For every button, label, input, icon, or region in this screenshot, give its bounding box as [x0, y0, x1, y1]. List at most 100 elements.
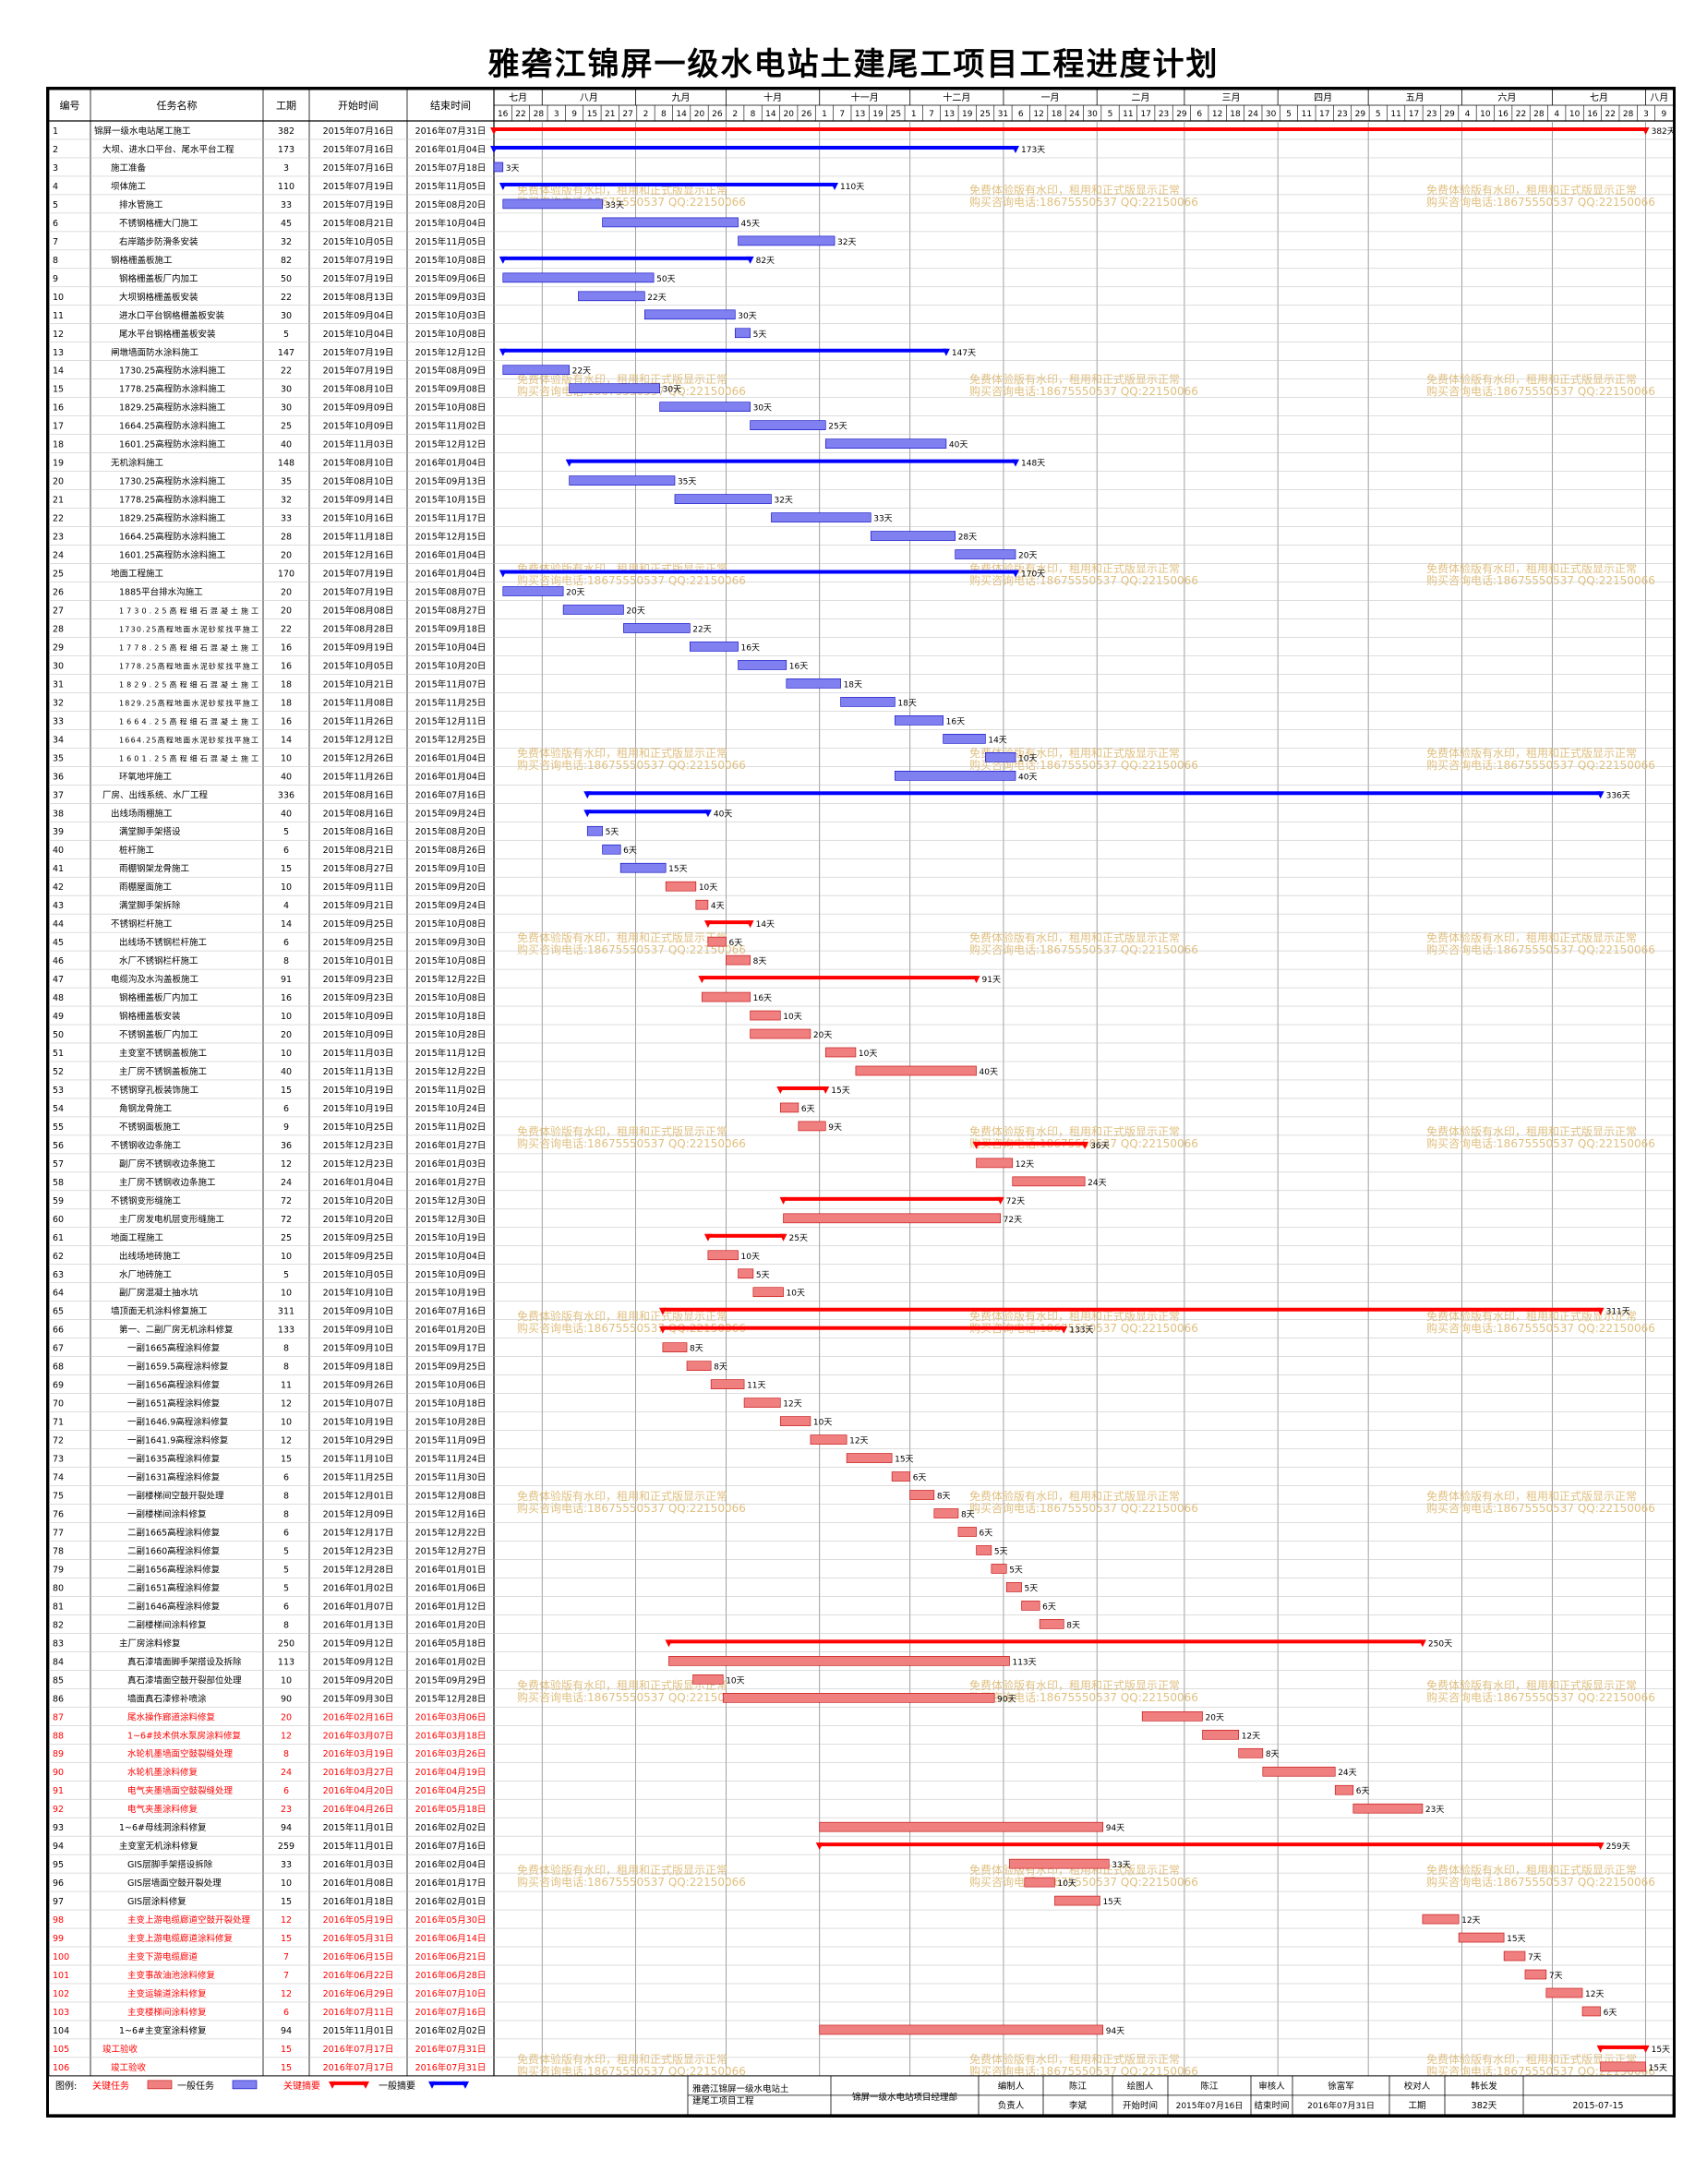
task-name: 环氧地坪施工: [119, 771, 173, 782]
task-duration: 72: [281, 1196, 292, 1206]
task-bar: [824, 1047, 857, 1058]
watermark-text: 免费体验版有水印，租用和正式版显示正常: [1426, 2052, 1637, 2066]
legend-critical-summary-marker: [329, 2081, 336, 2089]
task-id: 20: [53, 477, 64, 487]
day-label: 3: [554, 110, 559, 119]
footer-checker: 韩长发: [1471, 2081, 1497, 2092]
task-name: 桩杆施工: [119, 845, 155, 856]
task-name: 主变楼梯间涂料修复: [127, 2007, 207, 2018]
day-label: 21: [605, 110, 615, 119]
task-end: 2015年11月17日: [415, 513, 487, 524]
task-end: 2015年10月28日: [415, 1417, 487, 1428]
bar-label: 7天: [1528, 1953, 1542, 1962]
task-duration: 33: [281, 514, 292, 524]
task-name: 1778.25高程地面水泥砂浆找平施工: [119, 661, 258, 670]
bar-label: 8天: [1066, 1621, 1080, 1630]
day-label: 17: [1319, 110, 1329, 119]
task-id: 81: [53, 1602, 64, 1612]
bar-label: 10天: [787, 1290, 805, 1299]
task-name: 钢格栅盖板厂内加工: [119, 273, 198, 284]
summary-bar: [780, 1086, 826, 1090]
task-duration: 10: [281, 1252, 292, 1262]
task-end: 2016年01月27日: [415, 1177, 487, 1188]
task-id: 60: [53, 1215, 64, 1225]
task-end: 2015年09月25日: [415, 1362, 487, 1373]
task-bar: [502, 198, 603, 210]
bar-label: 5天: [606, 828, 619, 837]
task-duration: 24: [281, 1178, 292, 1188]
task-duration: 110: [278, 182, 295, 192]
task-id: 25: [53, 570, 64, 580]
task-start: 2015年09月18日: [323, 1362, 394, 1373]
task-end: 2015年12月27日: [415, 1545, 487, 1556]
task-bar: [493, 162, 504, 173]
task-id: 55: [53, 1122, 64, 1133]
task-name: 钢格栅盖板安装: [119, 1011, 181, 1022]
task-bar: [619, 862, 667, 873]
task-id: 30: [53, 661, 64, 671]
task-end: 2016年04月25日: [415, 1785, 487, 1796]
task-start: 2015年07月19日: [323, 587, 394, 598]
task-name: 1664.25高程防水涂料施工: [119, 421, 226, 432]
bar-label: 8天: [690, 1345, 703, 1354]
task-start: 2016年02月16日: [323, 1711, 394, 1722]
task-end: 2016年02月02日: [415, 2025, 487, 2036]
task-name: 锦屏一级水电站尾工施工: [94, 126, 191, 137]
task-duration: 30: [281, 311, 292, 321]
summary-start-marker: [658, 1326, 667, 1334]
task-name: 第一、二副厂房无机涂料修复: [119, 1325, 234, 1336]
task-duration: 22: [281, 624, 292, 634]
day-label: 28: [534, 110, 545, 119]
watermark-text: 购买咨询电话:18675550537 QQ:22150066: [1426, 573, 1655, 587]
summary-start-marker: [499, 182, 507, 190]
task-id: 92: [53, 1805, 64, 1815]
task-bar: [692, 1674, 724, 1685]
task-end: 2015年09月10日: [415, 863, 487, 874]
task-bar: [726, 954, 751, 966]
task-start: 2015年07月19日: [323, 347, 394, 358]
task-name: 主变下游电缆廊道: [127, 1951, 198, 1962]
task-end: 2016年01月02日: [415, 1656, 487, 1667]
task-end: 2016年07月16日: [415, 789, 487, 800]
watermark-text: 免费体验版有水印，租用和正式版显示正常: [969, 1678, 1180, 1692]
task-duration: 20: [281, 551, 292, 561]
bar-label: 311天: [1606, 1308, 1630, 1317]
task-bar: [1021, 1601, 1040, 1611]
task-name: 1778.25高程防水涂料施工: [119, 495, 226, 506]
task-id: 43: [53, 901, 64, 911]
task-name: 真石漆墙面空鼓开裂部位处理: [127, 1674, 242, 1686]
footer-owner: 李斌: [1069, 2100, 1088, 2111]
task-bar: [1262, 1766, 1336, 1777]
watermark-text: 购买咨询电话:18675550537 QQ:22150066: [517, 1136, 746, 1150]
day-label: 13: [944, 110, 955, 119]
task-bar: [1054, 1895, 1100, 1906]
task-duration: 6: [283, 846, 289, 856]
task-duration: 23: [281, 1805, 292, 1815]
task-end: 2015年08月26日: [415, 845, 487, 856]
summary-end-marker: [1081, 1141, 1089, 1149]
task-start: 2015年10月21日: [323, 678, 394, 690]
task-id: 102: [53, 1989, 69, 1999]
task-id: 26: [53, 588, 64, 598]
task-start: 2015年10月19日: [323, 1085, 394, 1096]
task-duration: 18: [281, 698, 292, 708]
task-id: 31: [53, 679, 64, 690]
month-label: 四月: [1314, 92, 1332, 103]
task-name: 二副1660高程涂料修复: [127, 1545, 221, 1556]
task-bar: [659, 402, 751, 413]
watermark-text: 免费体验版有水印，租用和正式版显示正常: [1426, 1863, 1637, 1877]
task-id: 58: [53, 1178, 64, 1188]
task-end: 2016年05月30日: [415, 1914, 487, 1926]
task-start: 2015年08月10日: [323, 458, 394, 469]
task-duration: 20: [281, 588, 292, 598]
task-duration: 50: [281, 274, 292, 284]
summary-end-marker: [1060, 1326, 1068, 1334]
task-start: 2015年10月19日: [323, 1103, 394, 1114]
watermark-text: 免费体验版有水印，租用和正式版显示正常: [969, 561, 1180, 575]
task-end: 2015年11月25日: [415, 697, 487, 708]
summary-end-marker: [1641, 127, 1650, 135]
task-duration: 12: [281, 1989, 292, 1999]
task-name: 尾水操作廊道涂料修复: [127, 1711, 216, 1722]
footer-reviewer: 徐富军: [1328, 2081, 1354, 2092]
task-bar: [695, 899, 709, 910]
